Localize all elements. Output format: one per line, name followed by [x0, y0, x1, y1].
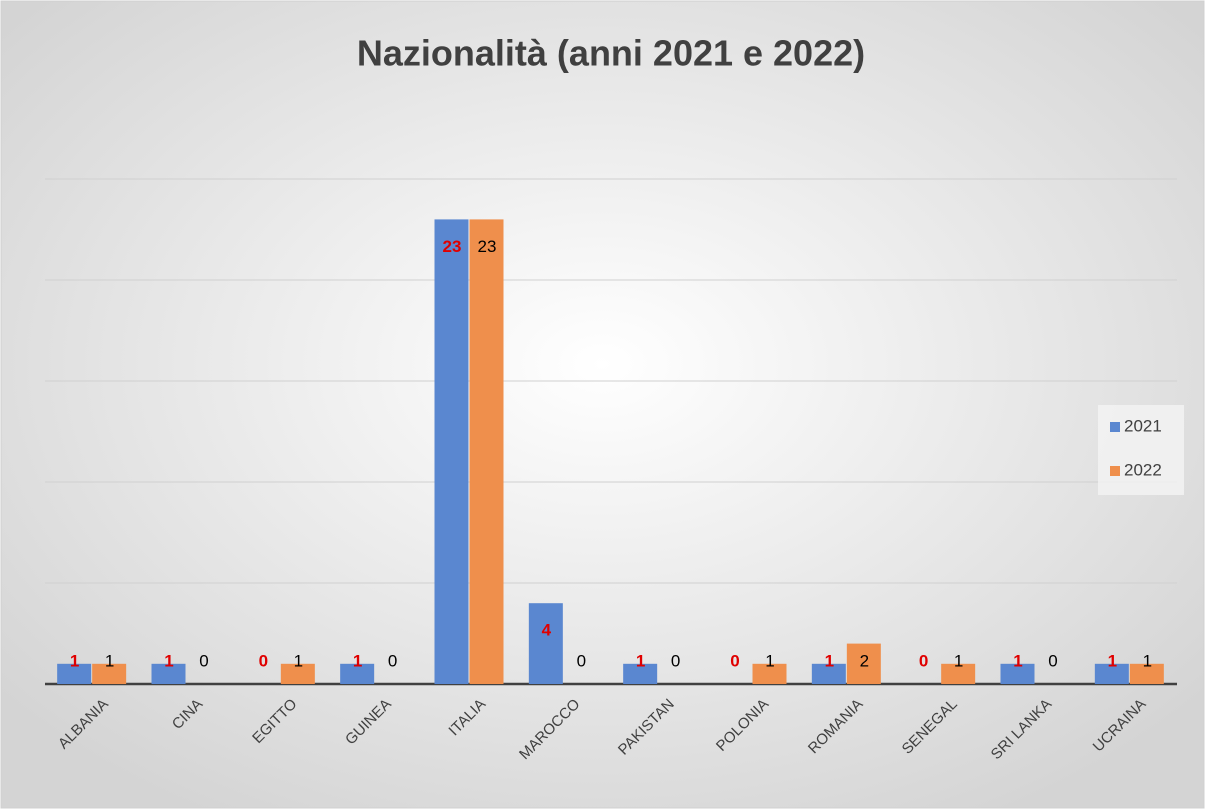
- data-label: 4: [542, 621, 552, 640]
- bar: [1094, 663, 1129, 684]
- bar: [1129, 663, 1164, 684]
- data-label: 1: [294, 651, 303, 670]
- legend-label: 2022: [1124, 460, 1162, 479]
- data-label: 23: [478, 237, 497, 256]
- data-label: 0: [199, 651, 208, 670]
- bar: [528, 603, 563, 684]
- data-label: 1: [954, 651, 963, 670]
- bar: [846, 643, 881, 684]
- data-label: 1: [1108, 651, 1117, 670]
- bar: [340, 663, 375, 684]
- legend-box: [1098, 405, 1184, 495]
- bar: [941, 663, 976, 684]
- bar: [1000, 663, 1035, 684]
- bar: [280, 663, 315, 684]
- bar: [151, 663, 186, 684]
- data-label: 1: [353, 651, 362, 670]
- data-label: 1: [825, 651, 834, 670]
- data-label: 2: [860, 651, 869, 670]
- data-label: 0: [919, 651, 928, 670]
- bar: [623, 663, 658, 684]
- data-label: 1: [164, 651, 173, 670]
- legend-swatch: [1110, 466, 1120, 476]
- data-label: 0: [259, 651, 268, 670]
- data-label: 1: [1013, 651, 1022, 670]
- data-label: 0: [1048, 651, 1057, 670]
- bar: [92, 663, 127, 684]
- data-label: 1: [1143, 651, 1152, 670]
- bar: [57, 663, 92, 684]
- data-label: 0: [671, 651, 680, 670]
- legend-swatch: [1110, 422, 1120, 432]
- legend-label: 2021: [1124, 416, 1162, 435]
- data-label: 23: [443, 237, 462, 256]
- chart-title: Nazionalità (anni 2021 e 2022): [357, 33, 865, 74]
- data-label: 0: [577, 651, 586, 670]
- data-label: 1: [105, 651, 114, 670]
- bar: [811, 663, 846, 684]
- data-label: 1: [765, 651, 774, 670]
- bar: [434, 219, 469, 684]
- data-label: 0: [388, 651, 397, 670]
- bar: [752, 663, 787, 684]
- data-label: 1: [636, 651, 645, 670]
- data-label: 0: [730, 651, 739, 670]
- bar: [469, 219, 504, 684]
- data-label: 1: [70, 651, 79, 670]
